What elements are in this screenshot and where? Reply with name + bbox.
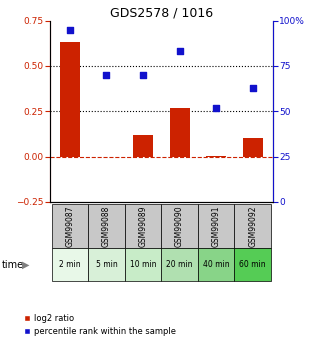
Bar (133, 135, 153, 157)
Text: 5 min: 5 min (96, 260, 117, 269)
Point (67, 27, 73, 32)
Bar (125, 248, 161, 281)
Text: 20 min: 20 min (166, 260, 193, 269)
Point (141, 72, 146, 78)
Bar (198, 204, 234, 248)
Point (250, 85, 255, 90)
Text: 60 min: 60 min (239, 260, 266, 269)
Point (213, 105, 219, 110)
Text: GSM99091: GSM99091 (212, 205, 221, 247)
Bar (234, 204, 271, 248)
Bar (52, 204, 88, 248)
Bar (243, 138, 263, 157)
Text: GSM99087: GSM99087 (65, 205, 74, 247)
Text: time: time (2, 260, 24, 270)
Text: 40 min: 40 min (203, 260, 230, 269)
Text: 2 min: 2 min (59, 260, 81, 269)
Text: GSM99089: GSM99089 (139, 205, 148, 247)
Text: ▶: ▶ (22, 260, 29, 270)
Bar (161, 248, 198, 281)
Title: GDS2578 / 1016: GDS2578 / 1016 (110, 7, 213, 20)
Bar (88, 248, 125, 281)
Bar (125, 204, 161, 248)
Bar (169, 108, 190, 157)
Bar (52, 248, 88, 281)
Bar (206, 156, 226, 157)
Text: 10 min: 10 min (130, 260, 156, 269)
Text: GSM99092: GSM99092 (248, 205, 257, 247)
Point (177, 49, 182, 54)
Text: GSM99090: GSM99090 (175, 205, 184, 247)
Text: GSM99088: GSM99088 (102, 205, 111, 247)
Bar (60, 42, 80, 157)
Bar (88, 204, 125, 248)
Bar (198, 248, 234, 281)
Point (104, 72, 109, 78)
Bar (161, 204, 198, 248)
Bar (234, 248, 271, 281)
Legend: log2 ratio, percentile rank within the sample: log2 ratio, percentile rank within the s… (20, 310, 179, 339)
